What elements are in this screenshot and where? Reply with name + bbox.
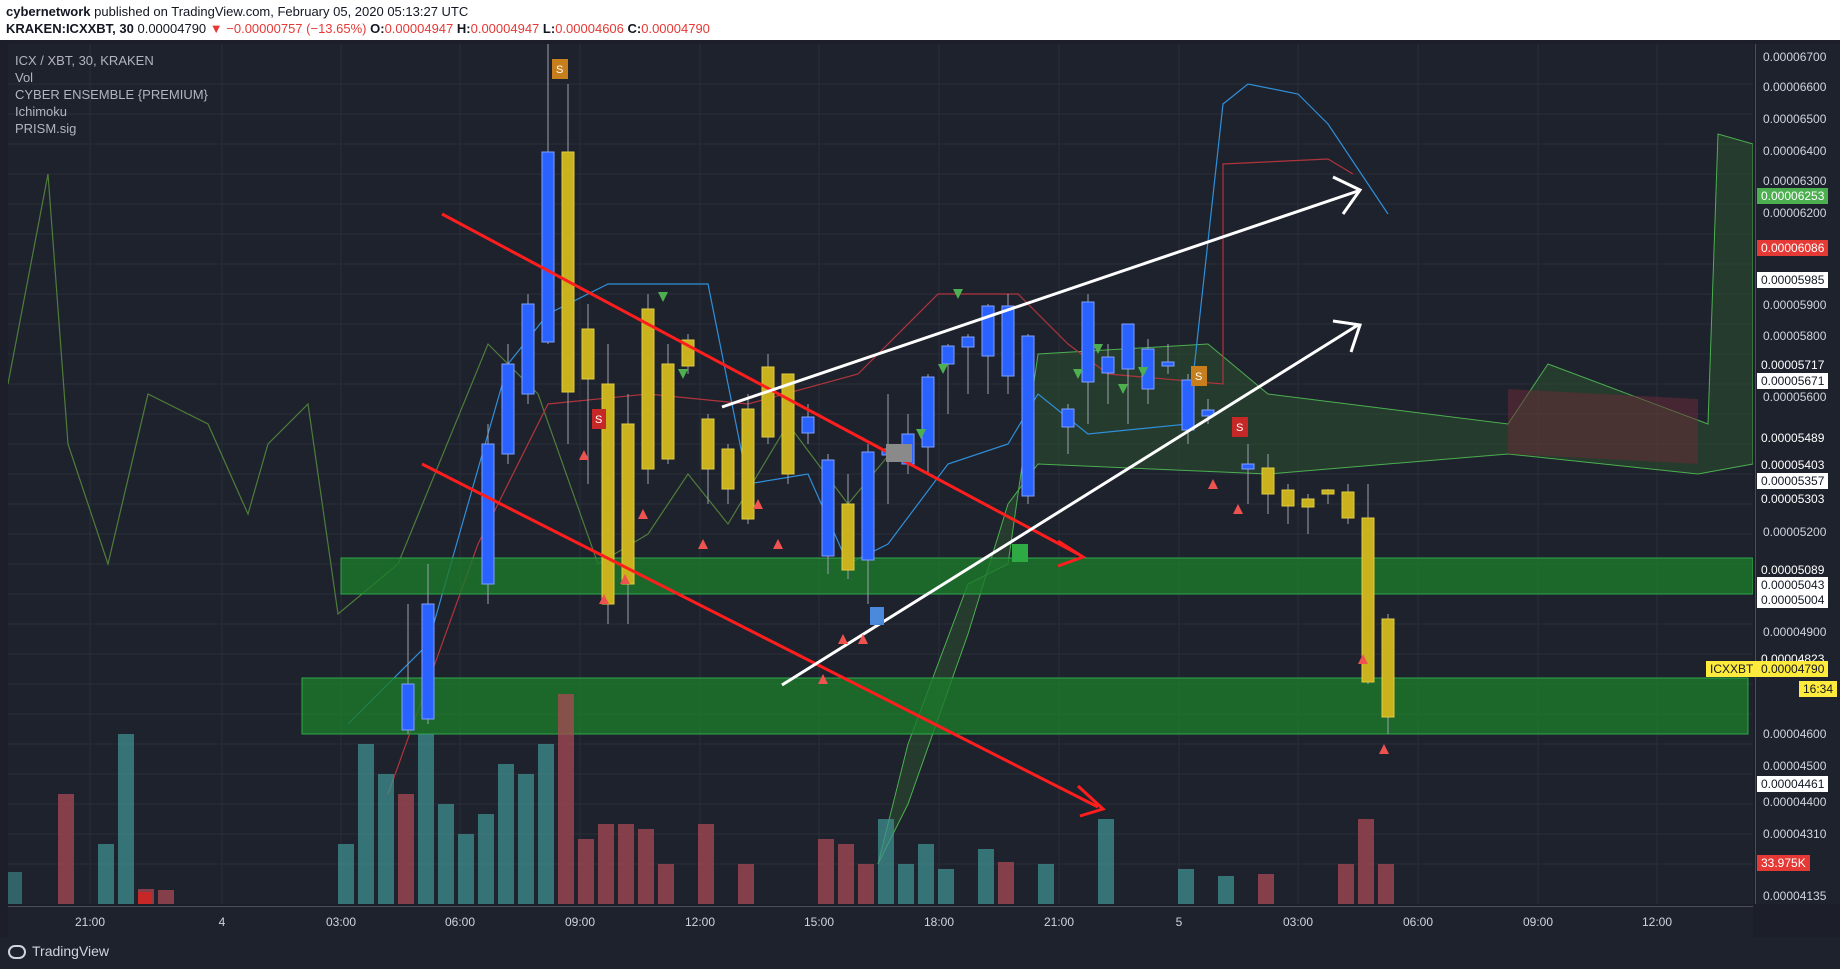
price-tick: 0.00004900 [1763, 625, 1827, 639]
zone-lower [301, 677, 1749, 735]
symbol-tag: ICXXBT [1706, 661, 1758, 677]
time-tick: 5 [1175, 915, 1183, 929]
price-tick: 0.00004600 [1763, 727, 1827, 741]
grid [8, 44, 1753, 904]
symbol-label: KRAKEN:ICXXBT, 30 [6, 21, 134, 36]
legend-prism[interactable]: PRISM.sig [15, 121, 77, 136]
price-tick: 0.00005600 [1763, 390, 1827, 404]
published-text: published on TradingView.com, February 0… [90, 4, 469, 19]
legend-cyber-ensemble[interactable]: CYBER ENSEMBLE {PREMIUM} [15, 87, 208, 102]
price-tick: 0.00006300 [1763, 174, 1827, 188]
candles [401, 44, 1395, 734]
close-value: 0.00004790 [641, 21, 710, 36]
last-price: 0.00004790 [133, 21, 207, 36]
price-tick: 0.00004310 [1763, 827, 1827, 841]
volume-badge: 33.975K [1757, 855, 1810, 871]
low-value: 0.00004606 [555, 21, 624, 36]
last-price-badge: 0.00004790 [1757, 661, 1829, 677]
tradingview-logo[interactable]: TradingView [8, 943, 110, 960]
close-label: C: [627, 21, 642, 36]
time-tick: 06:00 [444, 915, 476, 929]
price-badge: 0.00005671 [1757, 373, 1829, 389]
price-badge: 0.00004461 [1757, 776, 1829, 792]
low-label: L: [542, 21, 556, 36]
time-tick: 21:00 [74, 915, 106, 929]
legend-symbol[interactable]: ICX / XBT, 30, KRAKEN [15, 53, 154, 68]
legend-vol[interactable]: Vol [15, 70, 34, 85]
footer: TradingView [0, 937, 1840, 969]
price-badge: 0.00005303 [1761, 492, 1825, 506]
price-tick: 0.00006400 [1763, 144, 1827, 158]
time-tick: 09:00 [1522, 915, 1554, 929]
time-tick: 03:00 [1282, 915, 1314, 929]
time-tick: 4 [218, 915, 226, 929]
price-tick: 0.00004400 [1763, 795, 1827, 809]
ichimoku-cloud [877, 133, 1754, 865]
price-tick: 0.00006200 [1763, 206, 1827, 220]
time-tick: 18:00 [923, 915, 955, 929]
publisher-name[interactable]: cybernetwork [6, 4, 91, 19]
price-badge: 0.00006253 [1757, 188, 1829, 204]
price-tick: 0.00004135 [1763, 889, 1827, 903]
price-tick: 0.00004500 [1763, 759, 1827, 773]
svg-text:S: S [595, 414, 602, 426]
time-tick: 09:00 [564, 915, 596, 929]
tradingview-label: TradingView [32, 943, 110, 959]
price-badge: 0.00005089 [1761, 563, 1825, 577]
time-tick: 12:00 [684, 915, 716, 929]
time-tick: 06:00 [1402, 915, 1434, 929]
signal-markers: S S S S [138, 59, 1389, 904]
price-tick: 0.00005900 [1763, 298, 1827, 312]
time-tick: 15:00 [803, 915, 835, 929]
tenkan-line [347, 83, 1389, 725]
tradingview-icon [8, 945, 26, 960]
publish-line: cybernetwork published on TradingView.co… [6, 4, 468, 19]
price-badge: 0.00005004 [1757, 592, 1829, 608]
svg-text:S: S [1236, 422, 1243, 434]
legend-ichimoku[interactable]: Ichimoku [15, 104, 68, 119]
open-label: O: [370, 21, 385, 36]
price-tick: 0.00005800 [1763, 329, 1827, 343]
price-tick: 0.00006500 [1763, 112, 1827, 126]
kijun-line [387, 158, 1354, 795]
zone-upper [340, 557, 1754, 595]
time-axis[interactable] [8, 906, 1753, 937]
legend-list: ICX / XBT, 30, KRAKEN Vol CYBER ENSEMBLE… [15, 52, 208, 137]
time-tick: 12:00 [1641, 915, 1673, 929]
price-badge: 0.00005043 [1757, 577, 1829, 593]
high-value: 0.00004947 [470, 21, 540, 36]
price-badge: 0.00005489 [1761, 431, 1825, 445]
price-badge: 0.00005403 [1761, 458, 1825, 472]
ohlc-line: KRAKEN:ICXXBT, 30 0.00004790 ▼ −0.000007… [6, 21, 710, 36]
price-tick: 0.00006600 [1763, 80, 1827, 94]
high-label: H: [456, 21, 471, 36]
volume-bars [8, 694, 1394, 904]
countdown-badge: 16:34 [1799, 681, 1838, 697]
svg-text:S: S [556, 64, 563, 76]
price-tick: 0.00005200 [1763, 525, 1827, 539]
price-badge: 0.00006086 [1757, 240, 1829, 256]
ichimoku-cloud-bear [1508, 389, 1698, 464]
price-change: ▼ −0.00000757 (−13.65%) [209, 21, 367, 36]
price-badge: 0.00005985 [1757, 272, 1829, 288]
open-value: 0.00004947 [384, 21, 454, 36]
chart-svg: S S S S [7, 44, 1754, 904]
publish-header: cybernetwork published on TradingView.co… [0, 0, 1840, 40]
price-badge: 0.00005717 [1761, 358, 1825, 372]
svg-text:S: S [1195, 371, 1202, 383]
chart-canvas[interactable]: S S S S [7, 44, 1754, 904]
time-tick: 21:00 [1043, 915, 1075, 929]
price-tick: 0.00006700 [1763, 50, 1827, 64]
price-badge: 0.00005357 [1757, 473, 1829, 489]
time-tick: 03:00 [325, 915, 357, 929]
